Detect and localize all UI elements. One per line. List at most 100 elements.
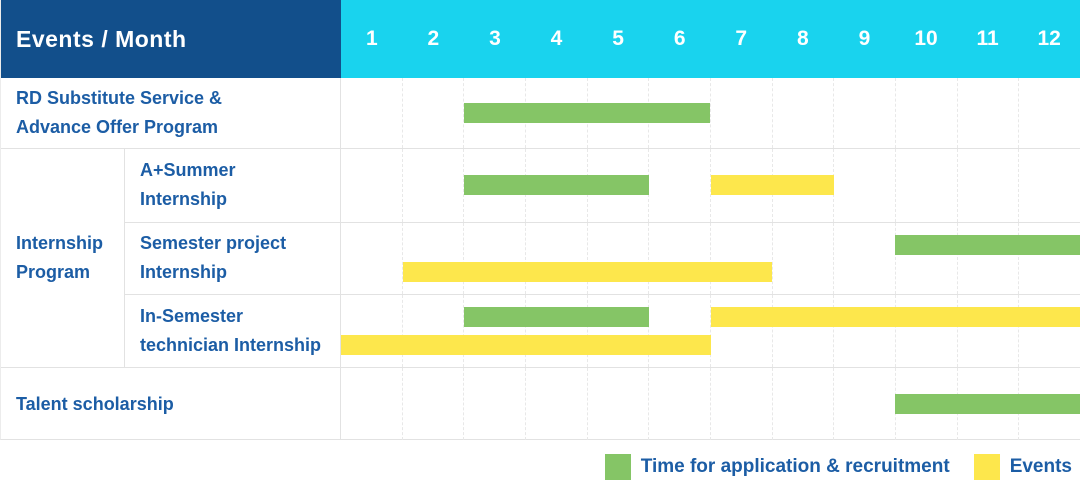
row-label-line: A+Summer: [140, 160, 236, 181]
application-recruitment-bar: [464, 307, 649, 328]
row-label-line: Semester project: [140, 233, 287, 254]
row-label-talent-scholarship: Talent scholarship: [1, 368, 341, 440]
month-grid-column: [648, 295, 710, 367]
month-label-6: 6: [673, 27, 686, 50]
month-label-11: 11: [976, 27, 999, 50]
timeline-cell-rd-substitute-service: [341, 78, 1080, 148]
row-label-line: RD Substitute Service &: [16, 88, 223, 108]
month-grid-column: [341, 295, 402, 367]
month-grid-column: [463, 78, 525, 148]
yellow-swatch-icon: [973, 453, 1000, 480]
month-label-1: 1: [365, 27, 378, 50]
month-grid-column: [341, 78, 402, 148]
row-rd-substitute-service: RD Substitute Service & Advance Offer Pr…: [1, 78, 1080, 148]
month-grid-column: [1018, 222, 1080, 295]
table-title: Events / Month: [16, 25, 187, 52]
group-row-internship-program: Internship Program A+Summer Internship S…: [1, 148, 1080, 367]
month-grid-column: [586, 368, 649, 440]
month-grid-column: [1018, 78, 1080, 148]
month-grid-column: [648, 368, 710, 440]
row-label-a-plus-summer-internship: A+Summer Internship: [125, 149, 341, 222]
month-grid-column: [771, 78, 834, 148]
month-grid-column: [525, 222, 587, 295]
month-grid-column: [586, 222, 649, 295]
month-grid-column: [525, 295, 587, 367]
row-semester-project-internship: Semester project Internship: [125, 221, 1080, 295]
month-grid-column: [833, 295, 895, 367]
timeline-cell-in-semester-technician-internship: [341, 295, 1080, 367]
month-label-2: 2: [427, 27, 440, 50]
month-grid-column: [401, 222, 464, 295]
month-label-8: 8: [796, 27, 809, 50]
group-label-line: Program: [16, 262, 91, 282]
month-grid-column: [710, 78, 772, 148]
row-in-semester-technician-internship: In-Semester technician Internship: [125, 294, 1080, 367]
events-month-table: Events / Month 1 2 3 4 5 6 7 8 9 10 11 1…: [0, 0, 1080, 440]
month-grid-column: [401, 149, 464, 222]
month-label-10: 10: [914, 27, 938, 50]
internship-program-subrows: A+Summer Internship Semester project Int…: [125, 149, 1080, 367]
timeline-cell-talent-scholarship: [341, 368, 1080, 440]
month-grid-column: [401, 295, 464, 367]
event-bar: [710, 307, 1080, 328]
legend-label-application-recruitment: Time for application & recruitment: [640, 455, 950, 477]
legend-item-application-recruitment: Time for application & recruitment: [604, 453, 950, 480]
application-recruitment-bar: [464, 175, 649, 196]
month-grid-column: [956, 295, 1019, 367]
row-label-in-semester-technician-internship: In-Semester technician Internship: [125, 295, 341, 367]
month-grid-column: [648, 222, 710, 295]
event-bar: [341, 335, 711, 355]
legend-label-events: Events: [1009, 455, 1072, 477]
row-label-line: Advance Offer Program: [16, 117, 219, 137]
timeline-cell-a-plus-summer-internship: [341, 149, 1080, 222]
month-label-9: 9: [858, 27, 871, 50]
header-title-cell: Events / Month: [1, 0, 341, 78]
month-grid-column: [833, 222, 895, 295]
month-grid-column: [463, 368, 525, 440]
group-label-internship-program: Internship Program: [1, 149, 125, 367]
month-grid-column: [463, 295, 525, 367]
application-recruitment-bar: [895, 394, 1080, 414]
month-label-7: 7: [735, 27, 748, 50]
green-swatch-icon: [604, 453, 631, 480]
month-label-4: 4: [550, 27, 563, 50]
month-label-12: 12: [1037, 27, 1061, 50]
month-grid-column: [525, 368, 587, 440]
month-grid-column: [895, 149, 957, 222]
row-label-rd-substitute-service: RD Substitute Service & Advance Offer Pr…: [1, 78, 341, 148]
table-header-row: Events / Month 1 2 3 4 5 6 7 8 9 10 11 1…: [1, 0, 1080, 78]
month-grid-column: [895, 295, 957, 367]
application-recruitment-bar: [895, 234, 1080, 255]
month-grid-column: [401, 368, 464, 440]
event-bar: [402, 262, 773, 283]
month-grid-column: [956, 222, 1019, 295]
group-label-line: Internship: [16, 233, 104, 253]
month-grid-column: [833, 78, 895, 148]
month-grid-column: [956, 78, 1019, 148]
month-grid-column: [771, 222, 834, 295]
legend-item-events: Events: [973, 453, 1072, 480]
row-label-line: In-Semester: [140, 306, 244, 327]
month-grid-column: [463, 222, 525, 295]
row-a-plus-summer-internship: A+Summer Internship: [125, 149, 1080, 222]
row-label-line: Internship: [140, 189, 228, 210]
month-grid-column: [401, 78, 464, 148]
row-talent-scholarship: Talent scholarship: [1, 367, 1080, 440]
month-header: 1 2 3 4 5 6 7 8 9 10 11 12: [341, 0, 1080, 78]
event-bar: [710, 175, 834, 196]
row-label-line: Talent scholarship: [16, 393, 174, 414]
month-grid-column: [710, 222, 772, 295]
month-grid-column: [710, 295, 772, 367]
month-label-3: 3: [489, 27, 501, 50]
month-grid-column: [341, 368, 402, 440]
month-grid-column: [895, 222, 957, 295]
month-grid-column: [771, 368, 834, 440]
month-grid-column: [710, 368, 772, 440]
month-grid-column: [895, 78, 957, 148]
month-label-5: 5: [612, 27, 624, 50]
legend: Time for application & recruitment Event…: [0, 440, 1080, 493]
month-grid-column: [956, 149, 1019, 222]
month-grid-column: [771, 295, 834, 367]
month-grid-column: [1018, 295, 1080, 367]
